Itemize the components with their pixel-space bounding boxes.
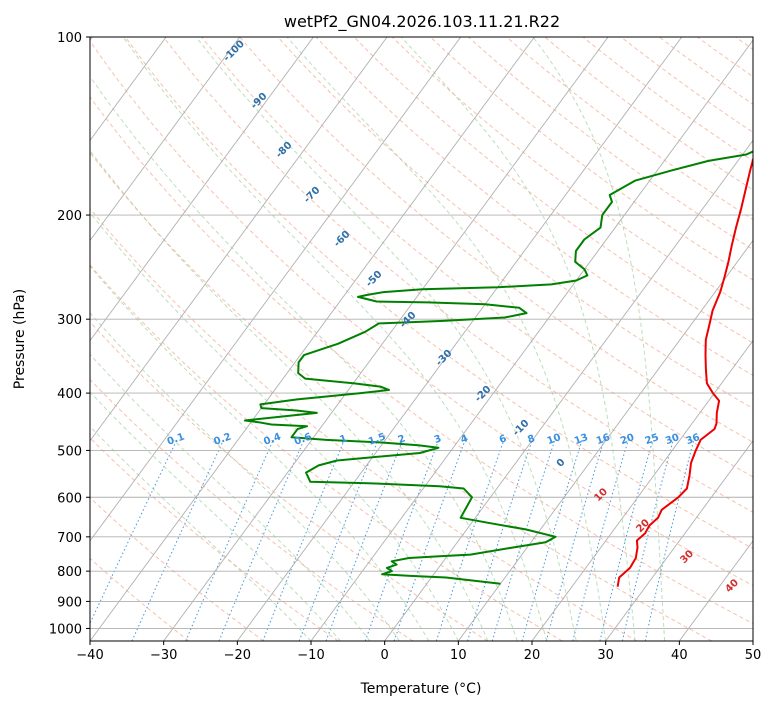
pressure-gridlines xyxy=(90,37,753,629)
moist-adiabat-lines xyxy=(90,37,666,641)
x-tick-label: 10 xyxy=(450,648,467,663)
mixing-ratio-label: 1 xyxy=(338,433,348,446)
y-tick-label: 300 xyxy=(57,313,82,328)
mixing-ratio-label: 36 xyxy=(685,432,702,447)
sounding-curves xyxy=(243,150,753,587)
isotherm-line xyxy=(236,37,683,641)
x-tick-label: −10 xyxy=(297,648,324,663)
y-tick-label: 900 xyxy=(57,595,82,610)
dry-adiabat-line xyxy=(90,496,264,641)
y-tick-label: 500 xyxy=(57,444,82,459)
mixing-ratio-line xyxy=(90,439,178,625)
isotherm-line xyxy=(90,37,167,142)
temperature-curve xyxy=(616,156,753,587)
moist-adiabat-line xyxy=(400,37,636,641)
isotherm-line xyxy=(90,37,314,342)
moist-adiabat-line xyxy=(195,37,577,641)
mixing-ratio-line xyxy=(262,439,345,641)
mixing-ratio-label: 4 xyxy=(459,433,469,446)
moist-adiabat-line xyxy=(532,37,666,641)
isotherm-line xyxy=(163,37,609,641)
dry-adiabat-line xyxy=(90,96,753,625)
y-axis-ticks: 100 200 300 400 500 600 700 800 900 1000 xyxy=(49,31,90,637)
mixing-ratio-line xyxy=(131,439,224,641)
chart-title: wetPf2_GN04.2026.103.11.21.R22 xyxy=(284,12,560,32)
isotherm-line xyxy=(605,440,753,641)
mixing-ratio-label: 8 xyxy=(526,433,536,446)
moist-adiabat-line xyxy=(90,265,430,641)
y-tick-label: 700 xyxy=(57,531,82,546)
y-tick-label: 800 xyxy=(57,565,82,580)
dewpoint-curve xyxy=(243,150,753,585)
mixing-ratio-label: 13 xyxy=(573,432,590,447)
mixing-ratio-line xyxy=(521,439,583,641)
isotherm-line xyxy=(384,139,753,641)
mixing-ratio-label: 25 xyxy=(644,432,661,447)
y-tick-label: 400 xyxy=(57,387,82,402)
mixing-ratio-line xyxy=(599,439,654,641)
dry-adiabat-line xyxy=(90,40,753,587)
mixing-ratio-label: 2 xyxy=(397,433,407,446)
mixing-ratio-label: 10 xyxy=(546,432,563,447)
mixing-ratio-line xyxy=(467,439,533,641)
mixing-ratio-line xyxy=(435,439,505,641)
x-tick-label: −20 xyxy=(224,648,251,663)
dry-adiabat-line xyxy=(90,151,712,641)
moist-adiabat-line xyxy=(90,149,489,641)
isotherm-line xyxy=(531,339,753,641)
dry-adiabat-line xyxy=(163,37,753,513)
plot-frame xyxy=(89,36,754,642)
dry-adiabat-line xyxy=(315,37,753,376)
y-tick-label: 100 xyxy=(57,31,82,46)
moist-adiabat-line xyxy=(90,353,371,641)
y-axis-label: Pressure (hPa) xyxy=(12,289,28,389)
x-tick-label: 20 xyxy=(524,648,541,663)
dry-adiabat-line xyxy=(124,37,753,550)
x-tick-label: 40 xyxy=(671,648,688,663)
x-tick-label: 50 xyxy=(745,648,762,663)
y-tick-label: 600 xyxy=(57,491,82,506)
isotherm-line xyxy=(90,37,535,641)
mixing-ratio-label: 30 xyxy=(664,432,681,447)
dry-adiabat-line xyxy=(90,264,563,641)
dry-adiabat-line xyxy=(582,37,753,162)
isotherm-line xyxy=(310,39,753,641)
x-tick-label: 30 xyxy=(597,648,614,663)
dry-adiabat-line xyxy=(544,37,753,191)
mixing-ratio-line xyxy=(185,439,274,641)
plot-area xyxy=(90,37,753,641)
y-tick-label: 1000 xyxy=(49,622,82,637)
mixing-ratio-label: 16 xyxy=(595,432,612,447)
x-tick-label: −30 xyxy=(150,648,177,663)
mixing-ratio-label: 3 xyxy=(433,433,443,446)
isotherm-line xyxy=(457,239,753,641)
isotherm-line xyxy=(90,37,388,442)
x-tick-label: 0 xyxy=(381,648,389,663)
moist-adiabat-line xyxy=(90,391,341,641)
mixing-ratio-line xyxy=(621,439,674,641)
isotherm-line xyxy=(90,37,241,242)
mixing-ratio-label: 6 xyxy=(498,433,508,446)
x-tick-label: −40 xyxy=(76,648,103,663)
mixing-ratio-line xyxy=(218,439,305,641)
dry-adiabat-line xyxy=(277,37,753,410)
y-tick-label: 200 xyxy=(57,209,82,224)
moist-adiabat-line xyxy=(122,37,548,641)
moist-adiabat-line xyxy=(90,75,518,641)
mixing-ratio-line xyxy=(545,439,605,641)
mixing-ratio-label: 20 xyxy=(619,432,636,447)
x-axis-ticks: −40 −30 −20 −10 0 10 20 30 40 50 xyxy=(76,641,761,663)
moist-adiabat-line xyxy=(90,312,400,641)
x-axis-label: Temperature (°C) xyxy=(360,681,482,697)
mixing-ratio-line xyxy=(491,439,556,641)
